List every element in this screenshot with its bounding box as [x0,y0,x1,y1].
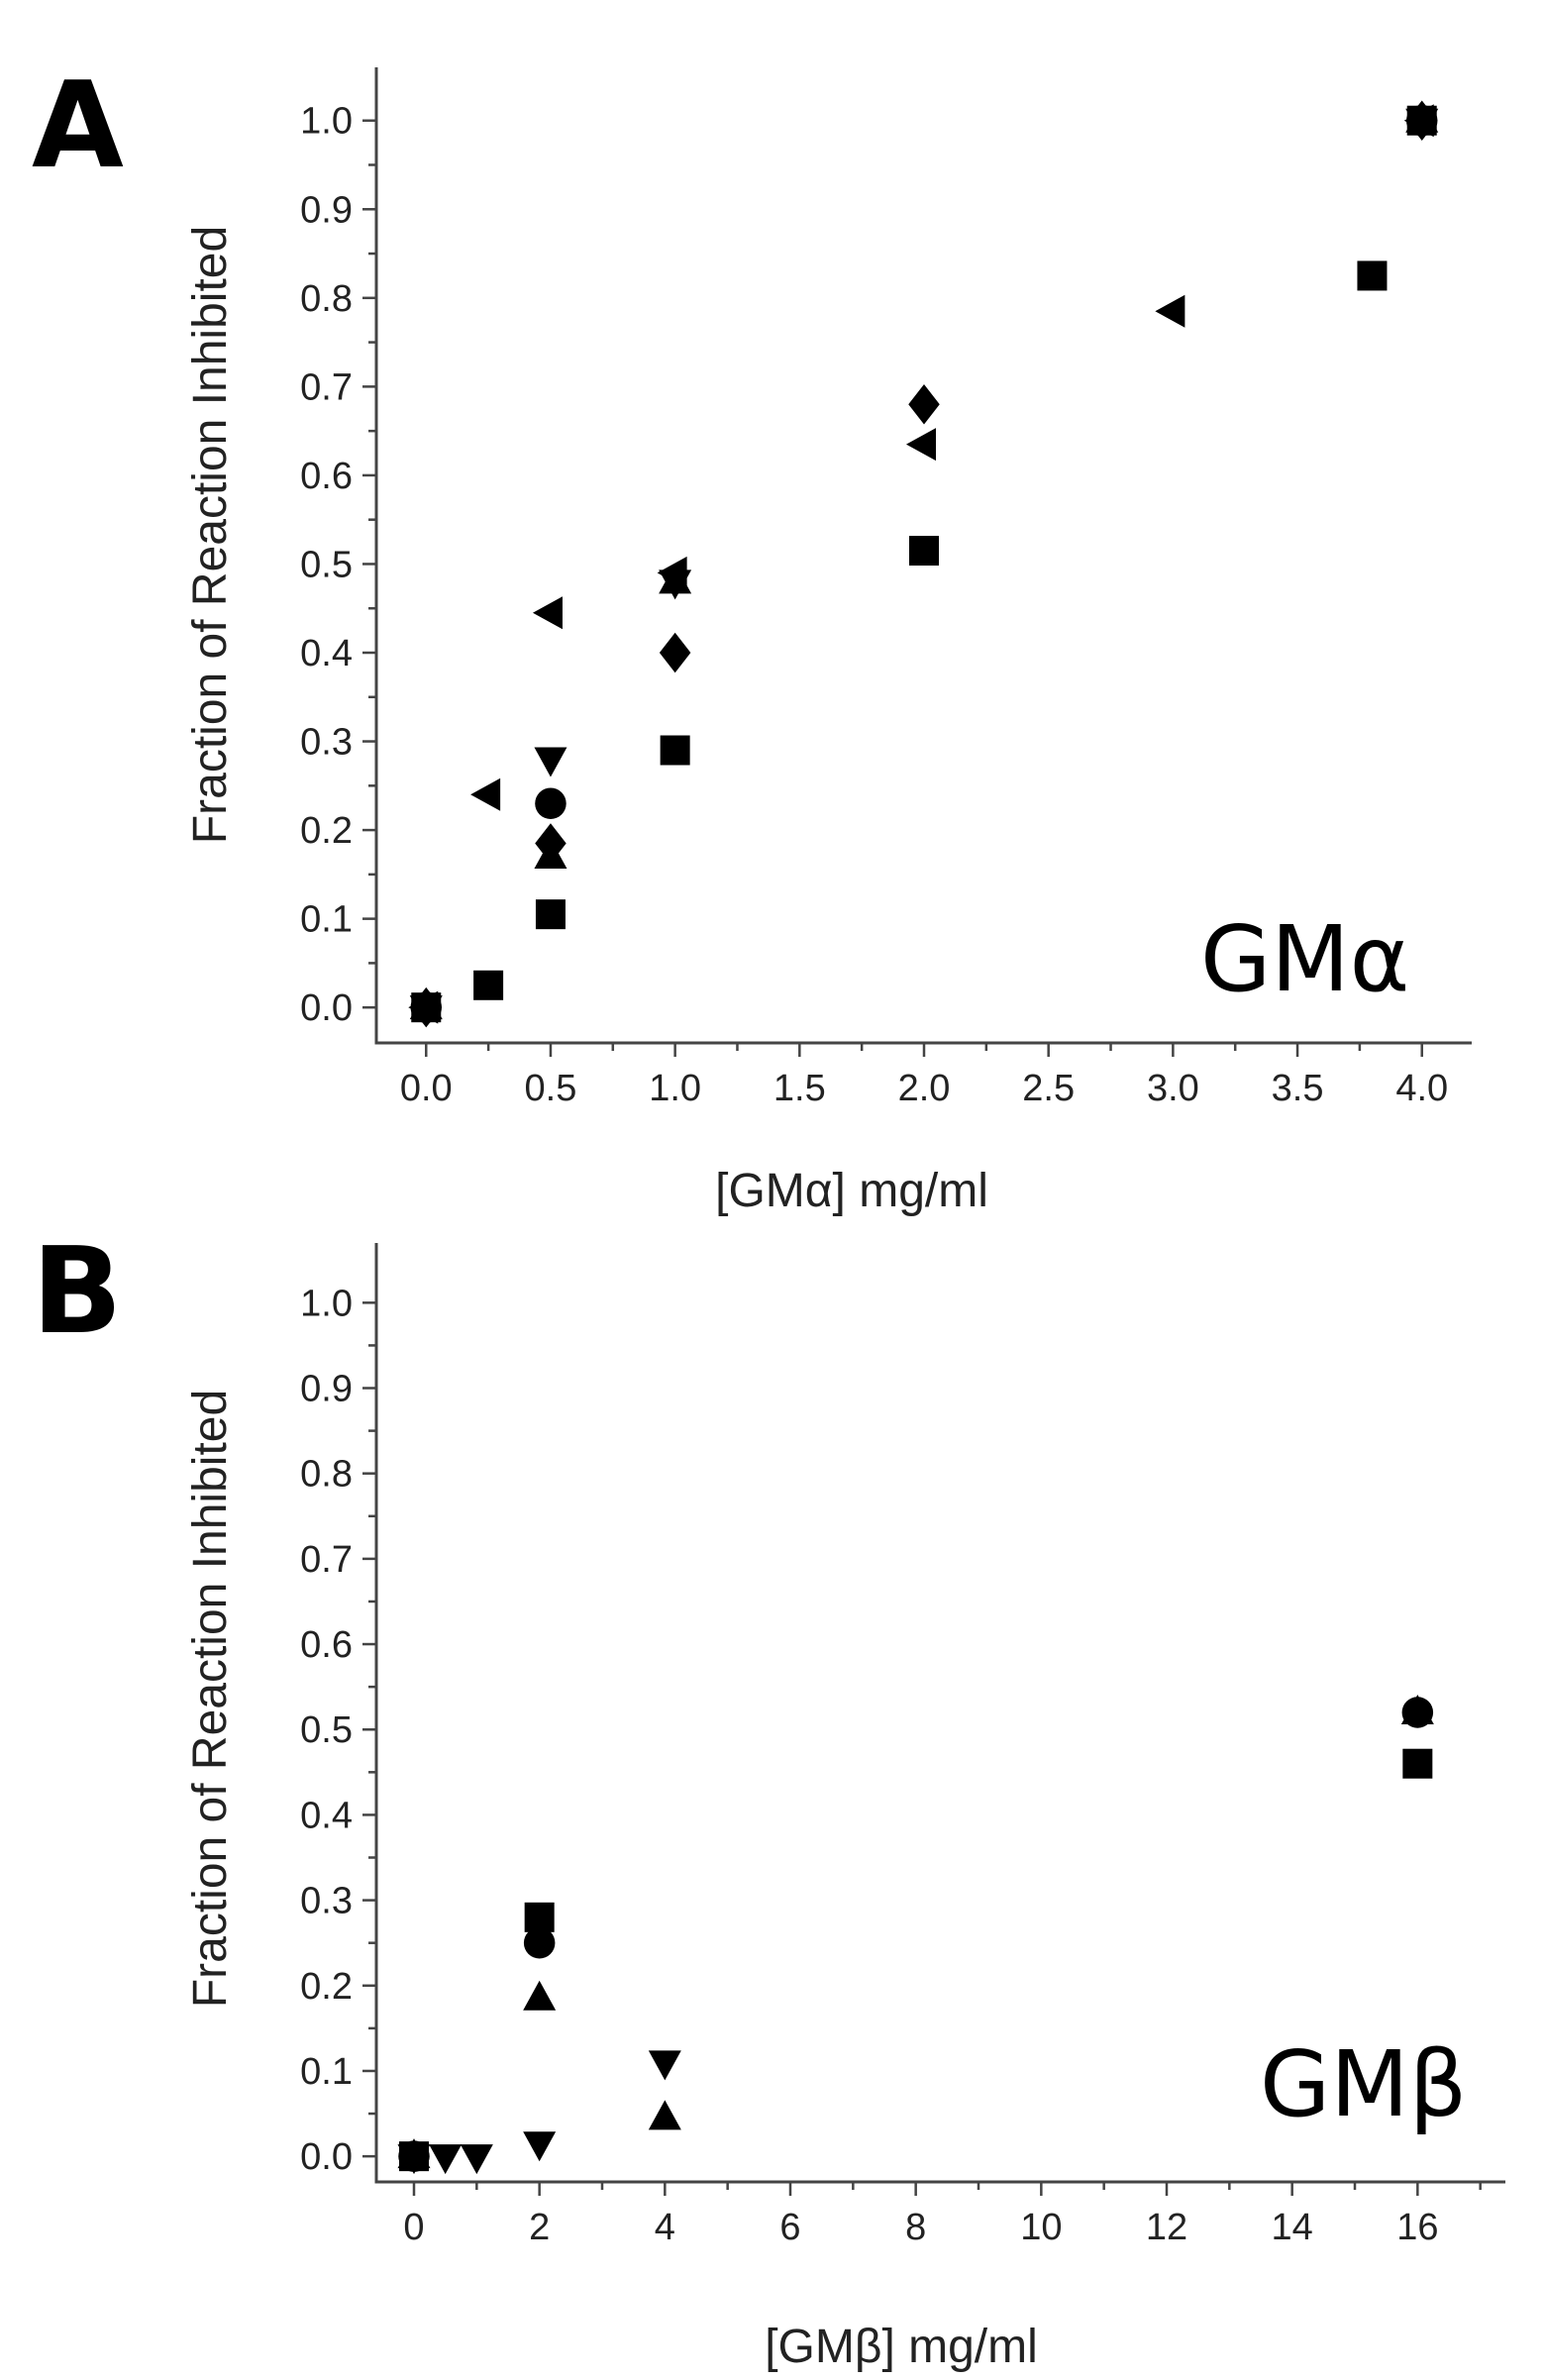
panel-b-x-tick-label: 2 [529,2207,550,2248]
panel-b-point-square [524,1902,555,1932]
panel-b-x-tick-label: 10 [1020,2207,1062,2248]
panel-a-point-square [535,899,566,930]
panel-a-point-triangle-left [906,428,936,462]
panel-a-y-tick-label: 0.3 [300,722,353,764]
panel-b-point-triangle-down [460,2144,493,2175]
panel-b-axes [374,1243,1505,2184]
panel-b-x-tick-label: 16 [1396,2207,1438,2248]
panel-a-y-tick-label: 0.2 [300,810,353,852]
panel-b-chart: B GMβ [GMβ] mg/ml Fraction of Reaction I… [32,1223,1505,2373]
panel-a-x-tick-label: 3.0 [1147,1068,1199,1109]
panel-b-point-circle [523,1926,556,1959]
panel-b-y-tick-label: 0.8 [300,1454,353,1496]
panel-b-letter: B [32,1223,122,1361]
panel-b-x-tick-label: 12 [1146,2207,1187,2248]
panel-a-point-triangle-down [534,747,567,777]
panel-b-y-tick-label: 1.0 [300,1283,353,1324]
panel-a-y-tick-label: 1.0 [300,101,353,143]
panel-a-inset-label: GMα [1200,906,1409,1012]
panel-a-x-tick-label: 0.5 [525,1068,577,1109]
panel-a-point-triangle-left [1403,104,1434,138]
panel-b-y-tick-label: 0.7 [300,1539,353,1581]
panel-a-point-square [1357,260,1388,291]
panel-a-x-tick-label: 1.5 [773,1068,826,1109]
panel-b-y-tick-label: 0.9 [300,1369,353,1410]
panel-a-point-triangle-left [657,556,687,589]
panel-a-y-tick-label: 0.0 [300,987,353,1029]
panel-a-point-diamond [535,823,566,864]
panel-b-x-tick-label: 4 [655,2207,675,2248]
panel-a-y-tick-label: 0.9 [300,189,353,231]
panel-b-point-triangle-up [523,1980,557,2011]
panel-b-y-tick-label: 0.6 [300,1624,353,1666]
panel-b-point-triangle-up [648,2100,681,2130]
panel-b-y-tick-label: 0.0 [300,2136,353,2178]
panel-a-point-triangle-left [532,596,563,630]
panel-a-point-triangle-left [408,990,439,1024]
panel-a-x-axis-title: [GMα] mg/ml [715,1165,988,1217]
panel-a-x-tick-label: 2.0 [898,1068,951,1109]
panel-a-point-diamond [908,384,940,425]
panel-a-x-tick-label: 0.0 [400,1068,453,1109]
panel-b-y-tick-label: 0.1 [300,2051,353,2093]
panel-a-point-triangle-left [470,777,501,811]
panel-a-point-square [909,536,939,567]
panel-a-letter: A [32,57,124,195]
panel-b-point-triangle-down [397,2144,431,2175]
panel-a-point-square [473,970,504,1000]
panel-b-x-tick-label: 6 [779,2207,800,2248]
panel-a-axes [374,67,1472,1045]
panel-b-y-tick-label: 0.2 [300,1966,353,2008]
panel-a-y-axis-title: Fraction of Reaction Inhibited [184,226,237,844]
panel-b-x-axis-title: [GMβ] mg/ml [765,2321,1038,2373]
panel-a-y-tick-label: 0.7 [300,366,353,408]
panel-b-y-tick-label: 0.4 [300,1795,353,1836]
panel-a-x-tick-label: 4.0 [1395,1068,1448,1109]
panel-b-inset-label: GMβ [1260,2031,1467,2137]
panel-a-y-tick-label: 0.8 [300,278,353,320]
panel-b-point-triangle-down [523,2131,557,2162]
panel-b-x-tick-label: 14 [1272,2207,1313,2248]
panel-a-x-tick-label: 3.5 [1272,1068,1324,1109]
panel-a-point-triangle-left [1155,294,1185,328]
panel-b-x-tick-label: 0 [403,2207,424,2248]
panel-a-y-tick-label: 0.5 [300,544,353,585]
panel-a-y-tick-label: 0.6 [300,456,353,497]
panel-b-point-triangle-down [429,2144,463,2175]
panel-b-y-tick-label: 0.3 [300,1881,353,1922]
panel-b-x-tick-label: 8 [905,2207,926,2248]
panel-a-point-circle [535,787,566,819]
panel-a-point-diamond [659,632,691,673]
panel-a-y-tick-label: 0.1 [300,899,353,941]
panel-a-x-tick-label: 2.5 [1022,1068,1075,1109]
panel-a-x-tick-label: 1.0 [649,1068,701,1109]
panel-b-point-square [1402,1748,1433,1779]
panel-b-point-triangle-up [1400,1695,1434,1724]
panel-a-chart: A GMα [GMα] mg/ml Fraction of Reaction I… [32,57,1472,1217]
panel-b-y-axis-title: Fraction of Reaction Inhibited [184,1390,237,2008]
panel-b-point-triangle-down [648,2050,681,2081]
panel-a-y-tick-label: 0.4 [300,633,353,674]
panel-a-point-square [660,735,690,766]
panel-b-y-tick-label: 0.5 [300,1709,353,1751]
